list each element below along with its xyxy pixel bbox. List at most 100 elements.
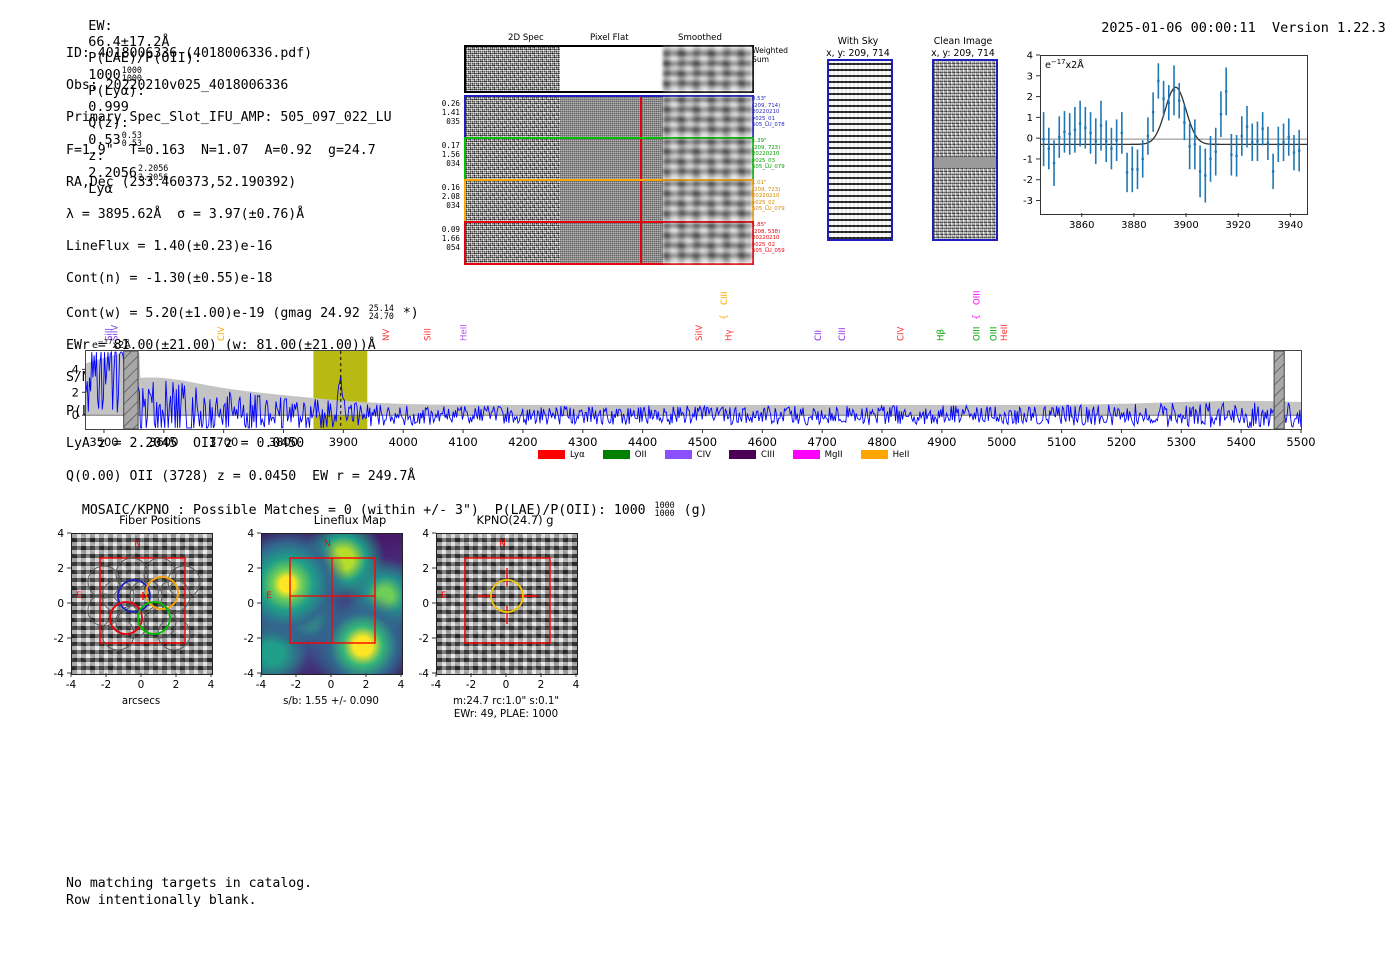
svg-text:NV: NV bbox=[382, 329, 392, 341]
info-line-lineflux: LineFlux = 1.40(±0.23)e-16 bbox=[66, 239, 273, 255]
z-fraction: 2.2056 2.2056 bbox=[138, 163, 169, 182]
legend-label: HeII bbox=[892, 450, 910, 460]
mosaic-kpno-line: MOSAIC/KPNO : Possible Matches = 0 (with… bbox=[66, 486, 708, 519]
qz-label: Q(z): bbox=[88, 115, 129, 132]
fitplot-flux-annotation: e−17x2Å bbox=[1045, 58, 1084, 72]
svg-text:4700: 4700 bbox=[808, 435, 837, 448]
svg-text:SiII: SiII bbox=[424, 328, 434, 341]
svg-text:0: 0 bbox=[328, 679, 335, 691]
col-header-2dspec: 2D Spec bbox=[508, 33, 544, 43]
kpno-caption2: EWr: 49, PLAE: 1000 bbox=[453, 709, 559, 720]
svg-text:-4: -4 bbox=[244, 668, 255, 680]
fiber-positions-axes: -4 -2 0 2 4 4 2 0 -2 -4 bbox=[54, 528, 215, 691]
legend-item-heii: HeII bbox=[860, 450, 910, 460]
legend-item-ly: Lyα bbox=[538, 450, 585, 460]
cont-w-post: *) bbox=[394, 305, 419, 321]
fiber-row-3 bbox=[464, 179, 754, 223]
kpno-compass-e: E bbox=[441, 591, 447, 601]
fiber-row-3-meta: 1.01" (209, 723) 20220210 v025_02 505_LU… bbox=[752, 180, 785, 213]
fiber-row-2-num-1: 1.56 bbox=[441, 150, 460, 159]
weighted-sum-row bbox=[464, 45, 754, 93]
svg-text:OIII: OIII bbox=[989, 327, 999, 341]
svg-text:3920: 3920 bbox=[1225, 220, 1250, 231]
clean-image-coords: x, y: 209, 714 bbox=[931, 47, 995, 59]
svg-text:3900: 3900 bbox=[329, 435, 358, 448]
bottom-note: No matching targets in catalog. Row inte… bbox=[66, 876, 313, 908]
kpno-title: KPNO(24.7) g bbox=[476, 513, 554, 527]
svg-text:4900: 4900 bbox=[927, 435, 956, 448]
svg-text:0: 0 bbox=[72, 408, 79, 422]
clean-image-image bbox=[932, 59, 998, 241]
fiber-row-3-num-2: 034 bbox=[446, 201, 460, 210]
legend-swatch bbox=[538, 450, 565, 459]
fiber-row-1-meta: 0.53" (209, 714) 20220210 v025_01 505_LU… bbox=[752, 96, 785, 129]
clean-image-title: Clean Image x, y: 209, 714 bbox=[920, 36, 1006, 59]
info-line-id: ID: 4018006336 (4018006336.pdf) bbox=[66, 46, 313, 62]
spec2d-panel: 2D Spec Pixel Flat Smoothed Weighted Sum… bbox=[430, 33, 788, 265]
fiber-row-2 bbox=[464, 137, 754, 181]
lineflux-map-title: Lineflux Map bbox=[313, 513, 387, 527]
legend-swatch bbox=[860, 450, 888, 459]
svg-text:CIV: CIV bbox=[896, 326, 906, 341]
fiber-row-4-num-1: 1.66 bbox=[441, 234, 460, 243]
info-line-cont-w: Cont(w) = 5.20(±1.00)e-19 (gmag 24.92 25… bbox=[66, 303, 419, 322]
with-sky-image bbox=[827, 59, 893, 241]
legend-item-civ: CIV bbox=[664, 450, 711, 460]
kpno-overlay bbox=[464, 557, 551, 644]
lineflux-map-overlay bbox=[289, 557, 376, 644]
info-line-q: Q(0.00) OII (3728) z = 0.0450 EW r = 249… bbox=[66, 468, 416, 484]
full-spectrum-panel bbox=[85, 350, 1302, 430]
svg-text:3700: 3700 bbox=[209, 435, 238, 448]
plae-label: P(LAE)/P(OII): bbox=[88, 50, 203, 66]
svg-text:HeII: HeII bbox=[1000, 324, 1010, 341]
cont-w-pre: Cont(w) = 5.20(±1.00)e-19 (gmag 24.92 bbox=[66, 305, 368, 321]
legend-item-oii: OII bbox=[602, 450, 647, 460]
with-sky-label: With Sky bbox=[837, 36, 879, 47]
col-header-pixelflat: Pixel Flat bbox=[590, 33, 629, 43]
svg-text:CIII: CIII bbox=[838, 327, 848, 341]
fiber-positions-xlabel: arcsecs bbox=[121, 696, 161, 707]
mosaic-post: (g) bbox=[675, 503, 708, 519]
plya-value: 0.999 bbox=[88, 99, 129, 116]
fiber-row-3-num-0: 0.16 bbox=[441, 183, 460, 192]
line-fit-plot: e−17x2Å bbox=[1040, 55, 1308, 215]
svg-text:0: 0 bbox=[1027, 134, 1033, 145]
qz-fraction: 0.53 0.53 bbox=[121, 130, 142, 149]
svg-text:3940: 3940 bbox=[1278, 220, 1303, 231]
svg-text:CII: CII bbox=[814, 330, 824, 341]
spectrum-legend: Lyα OII CIV CIII MgII HeII bbox=[538, 450, 927, 460]
clean-image-gap bbox=[934, 157, 996, 168]
svg-text:3500: 3500 bbox=[89, 435, 118, 448]
info-line-obs: Obs: 20220210v025_4018006336 bbox=[66, 78, 289, 94]
svg-text:4000: 4000 bbox=[389, 435, 418, 448]
fiber-positions-overlay bbox=[87, 557, 201, 651]
legend-item-ciii: CIII bbox=[729, 450, 775, 460]
svg-text:2: 2 bbox=[363, 679, 370, 691]
svg-text:3: 3 bbox=[1027, 71, 1033, 82]
svg-text:-4: -4 bbox=[256, 679, 267, 691]
svg-text:5500: 5500 bbox=[1286, 435, 1315, 448]
svg-text:4: 4 bbox=[57, 528, 64, 540]
svg-text:-2: -2 bbox=[291, 679, 301, 691]
fiber-positions-image: N E bbox=[71, 533, 213, 675]
legend-swatch bbox=[664, 450, 692, 459]
legend-label: MgII bbox=[824, 450, 843, 460]
svg-text:-2: -2 bbox=[244, 633, 254, 645]
info-line-redshifts: LyA z = 2.2045 OII z = 0.0450 bbox=[66, 436, 305, 452]
lineflux-map-caption: s/b: 1.55 +/- 0.090 bbox=[283, 696, 379, 707]
svg-text:3600: 3600 bbox=[149, 435, 178, 448]
z-value: 2.2056 bbox=[88, 165, 138, 182]
fiber-row-1-num-2: 035 bbox=[446, 117, 460, 126]
timestamp: 2025-01-06 00:00:11 bbox=[1101, 20, 1256, 36]
svg-text:4: 4 bbox=[208, 679, 215, 691]
fiber-row-2-num-0: 0.17 bbox=[441, 141, 460, 150]
legend-swatch bbox=[729, 450, 757, 459]
weighted-sum-label: Weighted Sum bbox=[752, 46, 788, 65]
svg-text:-2: -2 bbox=[419, 633, 429, 645]
svg-text:4600: 4600 bbox=[748, 435, 777, 448]
fiber-row-1 bbox=[464, 95, 754, 139]
svg-text:4: 4 bbox=[247, 528, 254, 540]
legend-swatch bbox=[602, 450, 630, 459]
svg-text:5300: 5300 bbox=[1167, 435, 1196, 448]
svg-text:2: 2 bbox=[173, 679, 180, 691]
